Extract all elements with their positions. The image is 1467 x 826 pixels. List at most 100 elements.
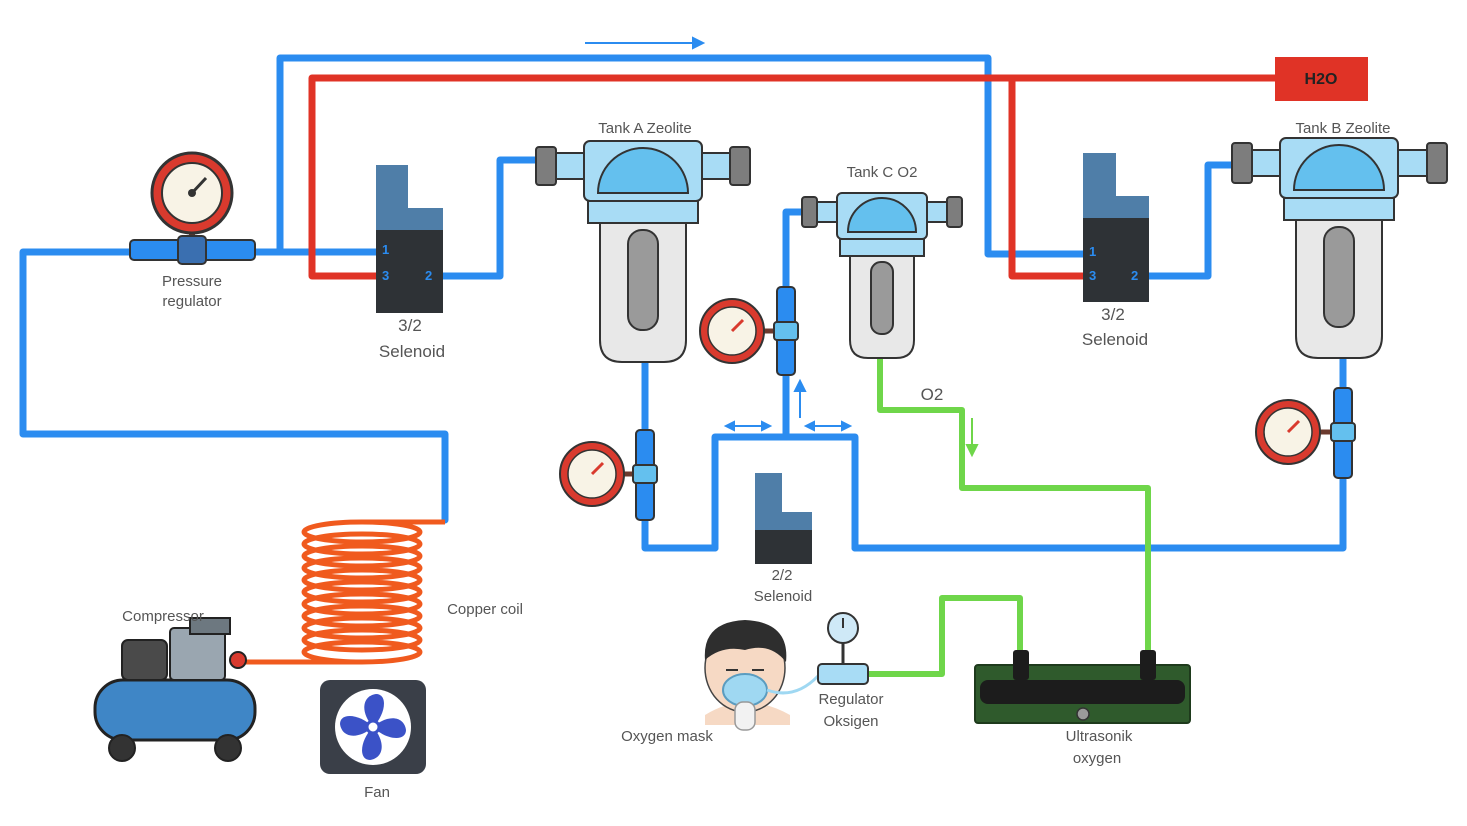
gauge-c-needle <box>730 318 745 333</box>
regulator-gauge-hub <box>188 189 196 197</box>
compressor-outlet <box>229 651 247 669</box>
ultrasonik-oxygen: Ultrasonik oxygen <box>974 650 1191 767</box>
oxygen-mask-icon <box>722 673 768 707</box>
tank-c-element <box>870 261 894 335</box>
ultrasonik-label-2: oxygen <box>1073 750 1121 767</box>
fan-label: Fan <box>364 784 390 801</box>
copper-coil <box>240 519 445 665</box>
solenoid-c-top <box>755 473 812 530</box>
tank-c-neck <box>839 238 925 257</box>
air-line-left-loop <box>19 248 449 524</box>
tank-b-label: Tank B Zeolite <box>1295 120 1390 137</box>
air-line-solenoid-b-out <box>1144 161 1239 280</box>
coil-turn-10 <box>301 627 423 653</box>
solenoid-c-label-2: Selenoid <box>754 588 812 605</box>
person-hair <box>704 620 787 662</box>
oxygen-flow-arrow <box>965 418 979 458</box>
coil-turn-8 <box>301 603 423 629</box>
tank-c-pipe-left <box>816 201 840 223</box>
oxygen-line-main <box>877 358 1151 660</box>
solenoid-b-port-3: 3 <box>1089 268 1096 283</box>
oxygen-line-mask <box>868 595 1023 677</box>
pressure-regulator: Pressure regulator <box>129 151 256 310</box>
oxygen-mask-label: Oxygen mask <box>621 728 713 745</box>
solenoid-b-port-2: 2 <box>1131 268 1138 283</box>
gauge-a-needle <box>590 461 605 476</box>
regulator-oksigen-label-2: Oksigen <box>823 713 878 730</box>
tank-c-label: Tank C O2 <box>847 164 918 181</box>
tank-b-pipe-left <box>1251 149 1283 177</box>
tank-a-neck <box>587 200 699 224</box>
coil-turn-9 <box>301 615 423 641</box>
h2o-box <box>1275 57 1368 101</box>
gauge-tank-c <box>699 286 799 376</box>
gauge-tank-a <box>559 429 658 521</box>
regulator-oksigen: Regulator Oksigen <box>817 612 884 730</box>
compressor-wheel-right <box>214 734 242 762</box>
tank-a-element <box>627 229 659 331</box>
solenoid-a-label-2: Selenoid <box>379 342 445 361</box>
solenoid-3-2-a: 1 3 2 3/2 Selenoid <box>376 165 445 361</box>
tank-a-dome <box>596 147 690 194</box>
oxygen-lines <box>868 358 1151 677</box>
tank-a-pipe-right <box>699 152 731 180</box>
oxygen-mask-person: Oxygen mask <box>621 620 820 745</box>
fan-blade-1 <box>364 694 384 727</box>
ultrasonik-sensor-tube <box>980 680 1185 704</box>
air-line-top <box>276 54 1089 258</box>
coil-turn-4 <box>301 555 423 581</box>
copper-coil-label: Copper coil <box>447 601 523 618</box>
h2o-outlet: H2O <box>1275 57 1368 101</box>
regulator-oksigen-body <box>817 663 869 685</box>
flow-arrows <box>585 36 853 432</box>
tank-c-port-right <box>946 196 963 228</box>
gauge-a-fitting-nut <box>632 464 658 484</box>
tank-a-label: Tank A Zeolite <box>598 120 691 137</box>
arrow-bypass-left-head-r <box>761 420 773 432</box>
fan-hub <box>365 719 381 735</box>
tank-b-port-right <box>1426 142 1448 184</box>
tank-b-pipe-right <box>1396 149 1428 177</box>
fan-icon <box>340 694 406 760</box>
compressor-label: Compressor <box>122 608 204 625</box>
regulator-oksigen-label-1: Regulator <box>818 691 883 708</box>
tank-b-dome <box>1292 144 1386 191</box>
arrow-top-right-head <box>692 36 706 50</box>
solenoid-b-label-1: 3/2 <box>1101 305 1125 324</box>
compressor-tank <box>93 678 257 742</box>
compressor-motor <box>121 639 168 681</box>
tank-b-element <box>1323 226 1355 328</box>
coil-turn-6 <box>301 579 423 605</box>
gauge-b-fitting-nut <box>1330 422 1356 442</box>
arrow-down-head <box>965 444 979 458</box>
solenoid-a-port-3: 3 <box>382 268 389 283</box>
arrow-bypass-right-head-r <box>841 420 853 432</box>
solenoid-a-port-2: 2 <box>425 268 432 283</box>
tank-c-dome <box>846 197 918 233</box>
regulator-label-2: regulator <box>162 293 221 310</box>
compressor-wheel-left <box>108 734 136 762</box>
solenoid-3-2-b: 1 3 2 3/2 Selenoid <box>1082 153 1149 349</box>
ultrasonik-port-left <box>1013 650 1029 680</box>
tank-b-port-left <box>1231 142 1253 184</box>
gauge-c-fitting-nut <box>773 321 799 341</box>
tank-c-o2: Tank C O2 <box>801 164 963 359</box>
tank-a-zeolite: Tank A Zeolite <box>535 120 751 363</box>
ultrasonik-port-right <box>1140 650 1156 680</box>
tank-c-pipe-right <box>924 201 948 223</box>
solenoid-a-port-1: 1 <box>382 242 389 257</box>
coil-turn-7 <box>301 591 423 617</box>
fan-blade-2 <box>373 718 406 738</box>
arrow-bypass-right-head-l <box>803 420 815 432</box>
gauge-tank-b <box>1255 387 1356 479</box>
gauge-b-needle <box>1286 419 1301 434</box>
solenoid-c-body <box>755 530 812 564</box>
tank-b-zeolite: Tank B Zeolite <box>1231 120 1448 359</box>
solenoid-b-label-2: Selenoid <box>1082 330 1148 349</box>
oxygen-mask-bag <box>734 701 756 731</box>
regulator-label-1: Pressure <box>162 273 222 290</box>
coil-turn-2 <box>301 531 423 557</box>
solenoid-c-label-1: 2/2 <box>772 567 793 584</box>
arrow-bypass-left-head-l <box>723 420 735 432</box>
